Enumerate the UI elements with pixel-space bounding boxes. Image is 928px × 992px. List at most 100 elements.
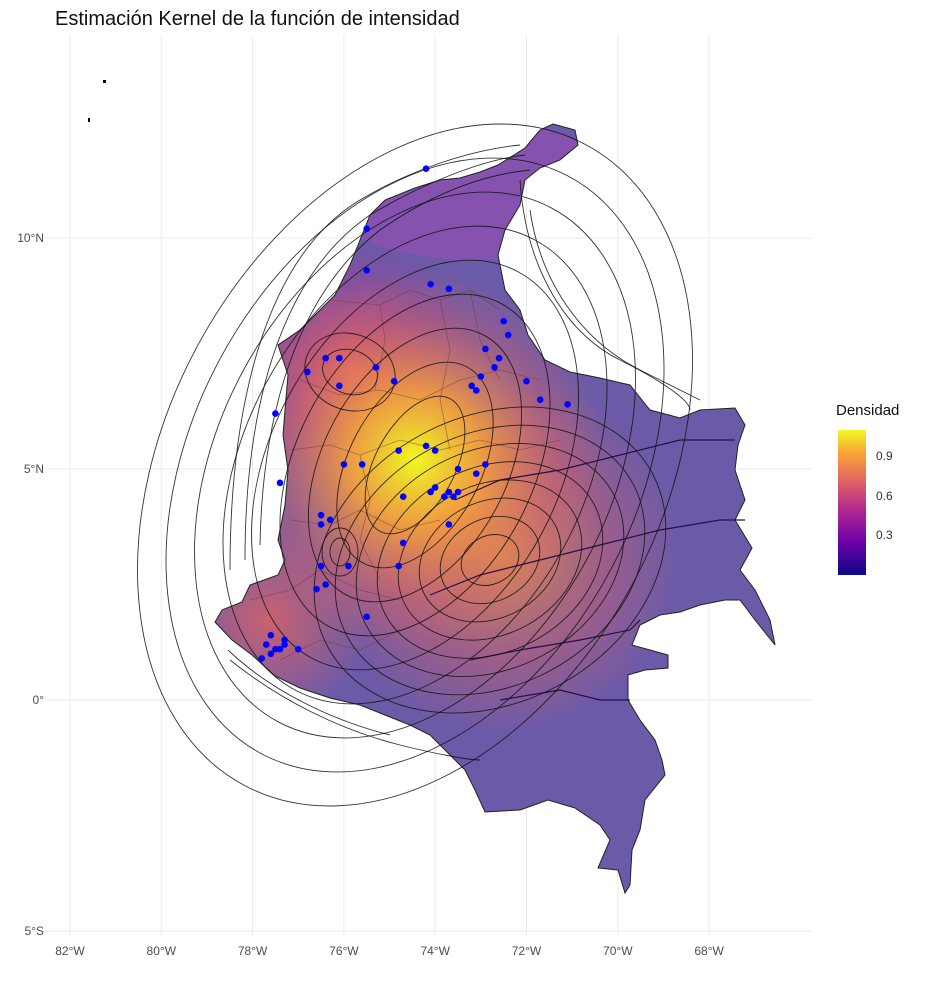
observation-point (427, 280, 434, 288)
x-tick-label: 80°W (147, 944, 177, 958)
legend-tick-label: 0.6 (876, 488, 893, 503)
observation-point (422, 165, 430, 172)
color-legend: Densidad 0.9 0.6 0.3 (836, 402, 916, 575)
contour-line (194, 191, 636, 739)
observation-point (395, 447, 402, 454)
contour-line (329, 537, 351, 567)
observation-point (472, 470, 480, 477)
observation-points (258, 165, 571, 662)
density-raster (215, 124, 775, 893)
observation-point (491, 364, 498, 371)
observation-point (445, 285, 453, 293)
x-tick-label: 72°W (512, 944, 542, 958)
plot-title: Estimación Kernel de la función de inten… (55, 8, 460, 30)
observation-point (399, 539, 407, 547)
observation-point (326, 516, 334, 524)
observation-point (454, 465, 462, 473)
contour-line (418, 497, 562, 623)
observation-point (504, 331, 512, 339)
observation-point (445, 521, 453, 528)
observation-point (258, 655, 266, 662)
contour-line (439, 515, 541, 605)
contour-line (355, 443, 625, 677)
observation-point (322, 354, 329, 362)
observation-point (431, 484, 439, 491)
observation-point (482, 461, 489, 468)
observation-point (431, 447, 439, 454)
observation-point (281, 641, 288, 648)
x-tick-label: 76°W (329, 944, 359, 958)
observation-point (313, 585, 320, 593)
observation-point (468, 382, 476, 390)
x-tick-label: 68°W (694, 944, 724, 958)
x-tick-label: 70°W (603, 944, 633, 958)
y-tick-label: 5°S (25, 924, 44, 938)
observation-point (500, 317, 507, 325)
contour-line (519, 179, 691, 411)
observation-point (294, 645, 302, 653)
contour-line (313, 406, 667, 714)
observation-point (340, 461, 348, 468)
observation-point (304, 368, 311, 376)
observation-point (536, 396, 544, 404)
observation-point (272, 410, 279, 417)
observation-point (276, 645, 284, 653)
legend-title: Densidad (836, 402, 900, 419)
san-andres-islands (88, 80, 106, 122)
contour-line (322, 348, 378, 396)
x-tick-label: 78°W (238, 944, 268, 958)
contour-line (259, 169, 531, 546)
legend-tick-label: 0.9 (876, 449, 893, 464)
observation-point (564, 401, 571, 408)
observation-point (336, 354, 343, 362)
axis-labels: 82°W 80°W 78°W 76°W 74°W 72°W 70°W 68°W 10°N 5°N 0… (17, 231, 724, 958)
observation-point (390, 377, 398, 385)
contour-line (307, 327, 523, 603)
observation-point (472, 387, 480, 394)
contour-line (229, 659, 481, 761)
observation-point (427, 488, 434, 496)
observation-point (317, 562, 325, 570)
contour-line (229, 144, 521, 571)
observation-point (363, 613, 371, 621)
observation-point (454, 488, 462, 496)
observation-point (363, 225, 371, 233)
observation-point (322, 581, 329, 588)
observation-point (441, 493, 448, 501)
contour-line (529, 209, 701, 401)
observation-point (262, 641, 270, 648)
contour-line (321, 527, 359, 577)
contour-line (137, 123, 693, 807)
observation-point (445, 488, 453, 496)
contour-line (227, 649, 391, 736)
contour-line (364, 395, 466, 535)
observation-point (281, 636, 288, 644)
contour-line (165, 157, 665, 773)
observation-point (482, 345, 489, 353)
contour-line (334, 424, 646, 696)
observation-point (317, 521, 325, 528)
contour-line (460, 534, 520, 586)
contour-line (244, 154, 526, 561)
observation-point (317, 511, 325, 519)
y-tick-label: 10°N (17, 231, 44, 245)
observation-point (267, 632, 275, 639)
y-tick-label: 5°N (24, 462, 44, 476)
x-tick-label: 82°W (55, 944, 85, 958)
contour-line (336, 361, 494, 569)
observation-point (399, 493, 407, 501)
legend-tick-label: 0.3 (876, 528, 893, 543)
observation-point (523, 377, 530, 385)
observation-point (276, 479, 284, 487)
x-tick-label: 74°W (420, 944, 450, 958)
contour-line (304, 332, 396, 412)
density-contours (137, 123, 701, 807)
contour-line (251, 259, 579, 671)
y-tick-label: 0° (33, 693, 45, 707)
observation-point (345, 562, 352, 570)
observation-point (336, 382, 343, 390)
observation-point (395, 562, 402, 570)
observation-point (363, 267, 371, 274)
